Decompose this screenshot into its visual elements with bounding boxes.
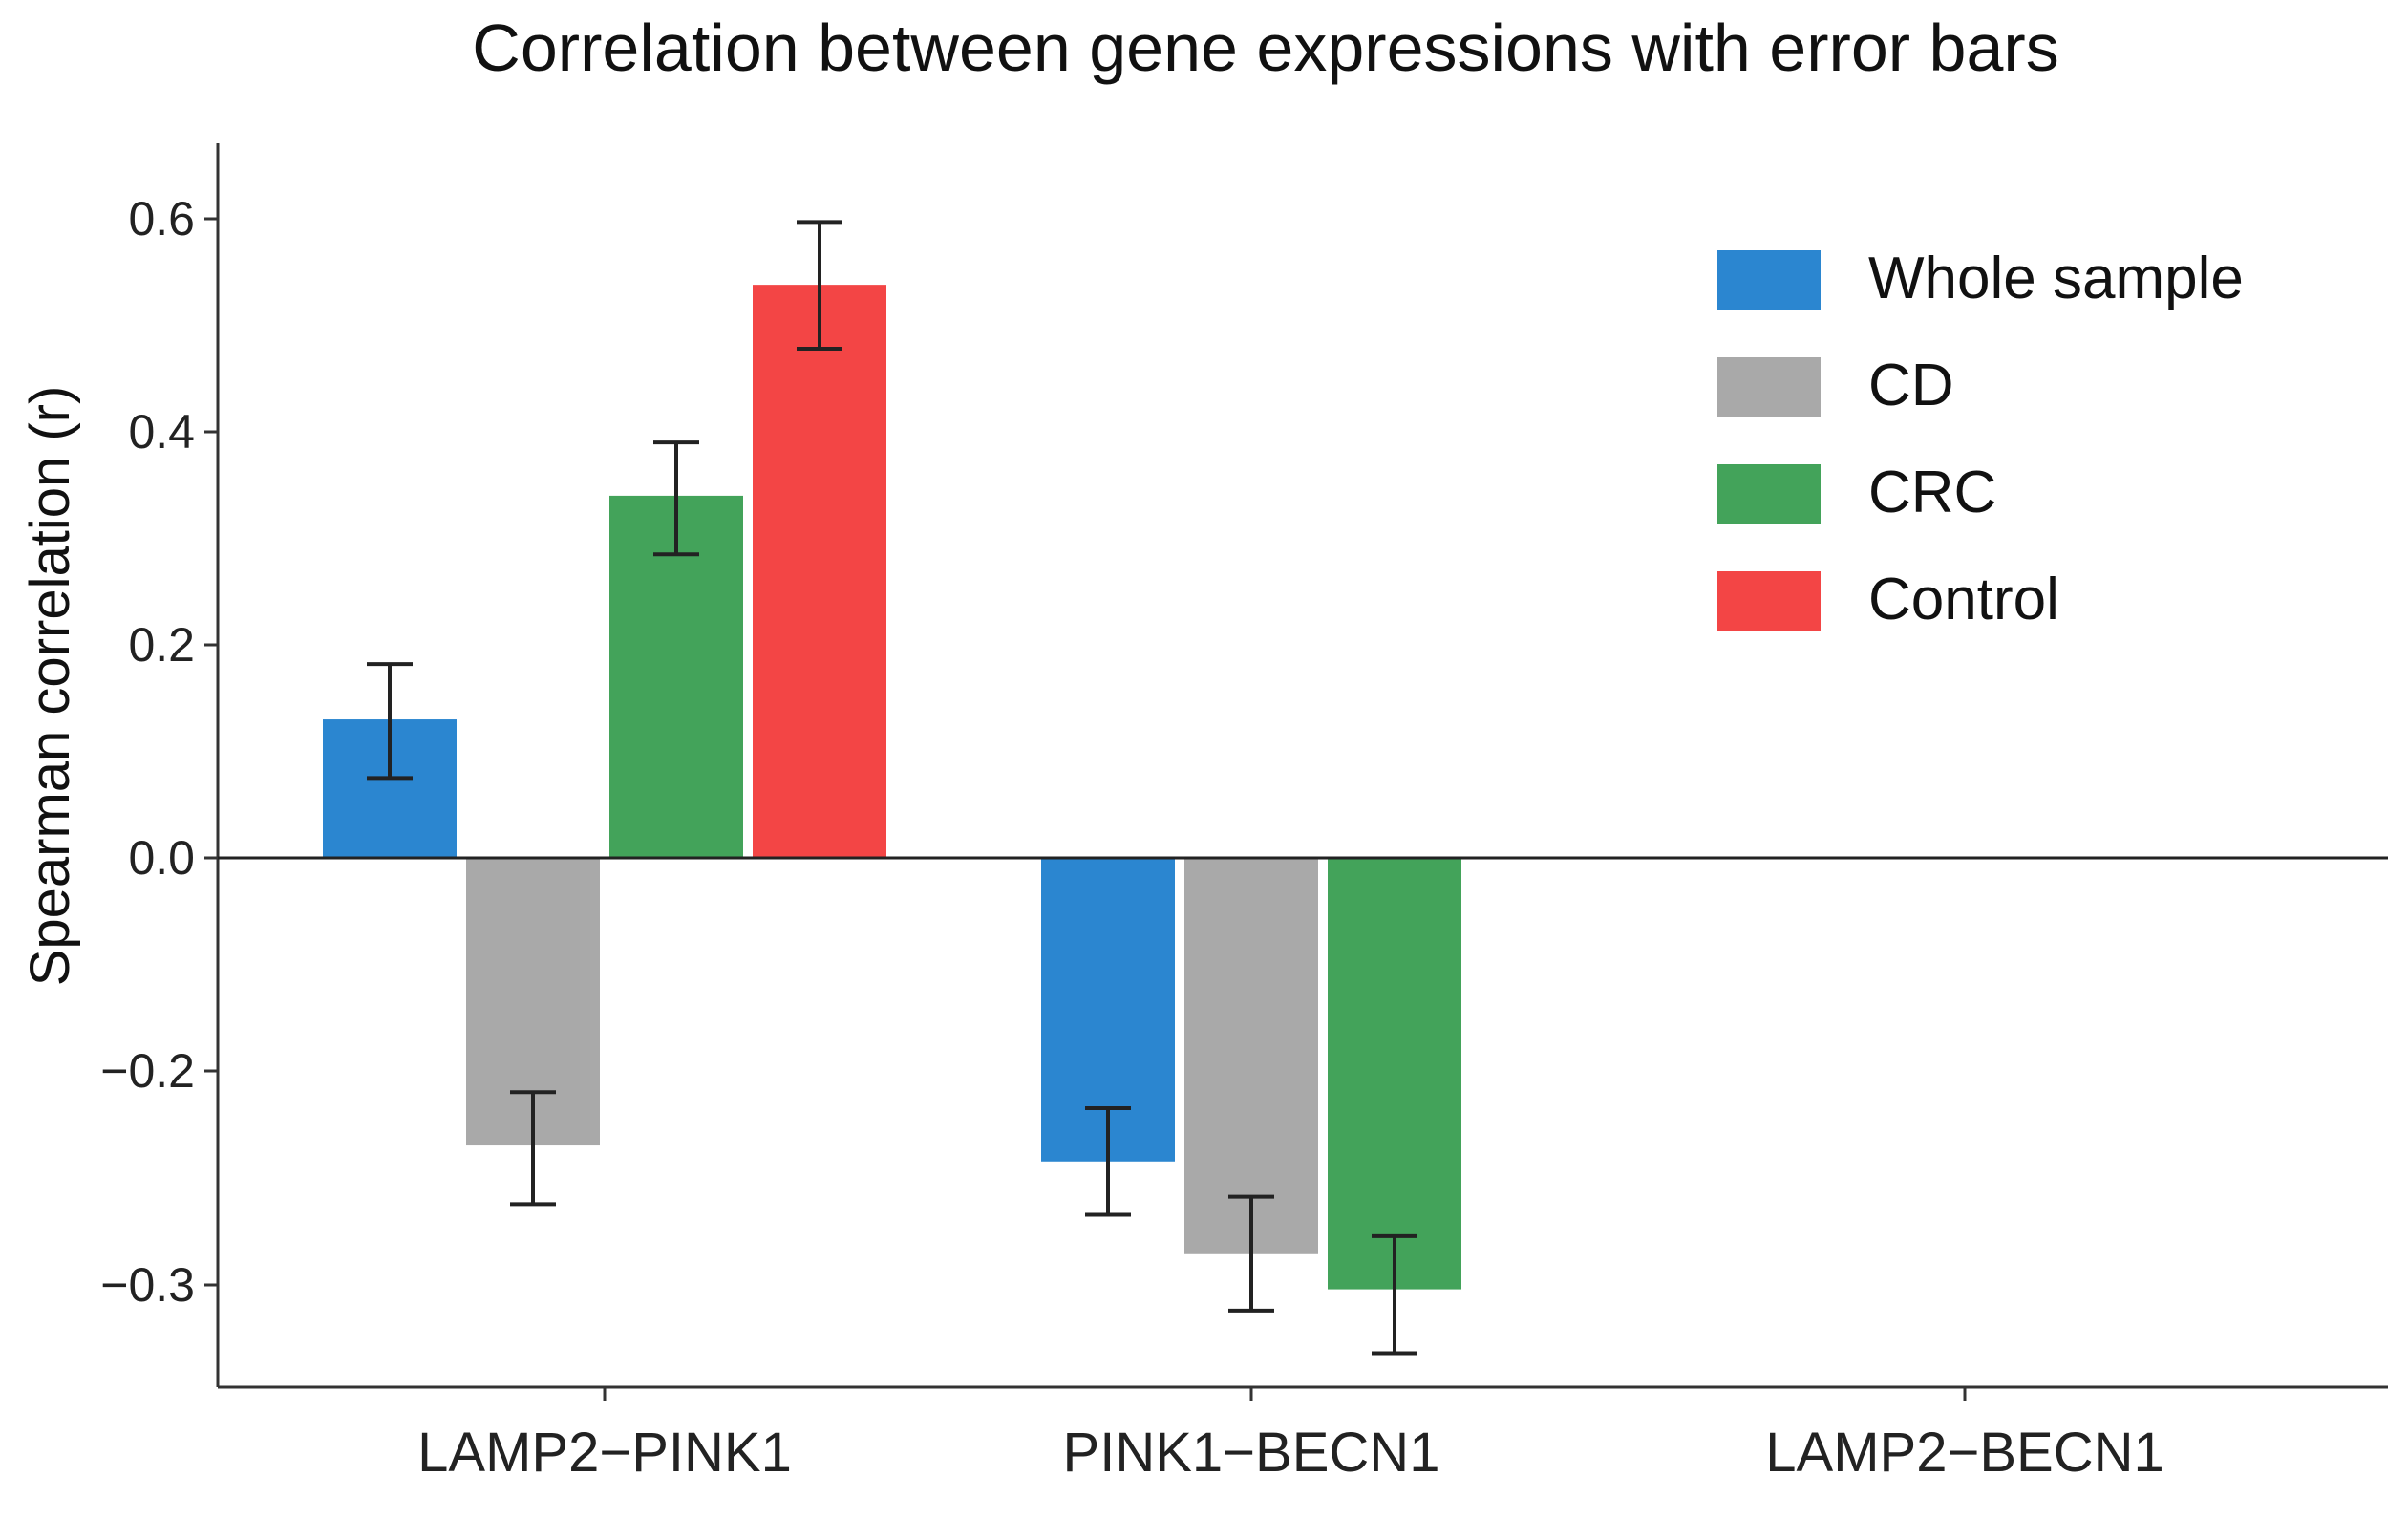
legend-swatch [1717,250,1821,310]
legend-swatch [1717,571,1821,631]
y-axis-title: Spearman correlation (r) [19,386,81,987]
chart-title: Correlation between gene expressions wit… [472,11,2058,85]
y-tick-label: 0.4 [128,405,195,459]
y-tick-label: −0.2 [100,1044,195,1098]
bar[interactable] [1184,858,1318,1254]
y-tick-label: 0.6 [128,192,195,246]
bar[interactable] [753,285,886,858]
legend-label: Whole sample [1868,246,2244,311]
y-tick-label: 0.0 [128,831,195,885]
y-tick-label: −0.3 [100,1258,195,1312]
bar[interactable] [1328,858,1461,1290]
y-tick-label: 0.2 [128,618,195,672]
x-tick-label: PINK1−BECN1 [1063,1422,1440,1484]
legend-swatch [1717,464,1821,524]
legend-label: CD [1868,353,1954,418]
x-tick-label: LAMP2−BECN1 [1765,1422,2163,1484]
legend: Whole sample CD CRC Control [1717,246,2244,632]
legend-label: Control [1868,567,2059,632]
legend-label: CRC [1868,460,1996,525]
legend-swatch [1717,357,1821,417]
x-tick-label: LAMP2−PINK1 [417,1422,792,1484]
plot-area: 0.6 0.4 0.2 0.0 −0.2 −0.3 LAMP2−PINK1 PINK1−BEC… [100,143,2388,1484]
